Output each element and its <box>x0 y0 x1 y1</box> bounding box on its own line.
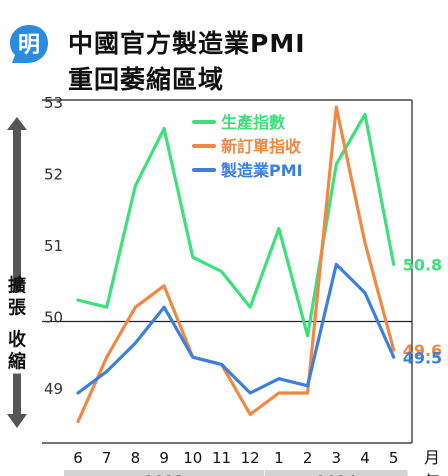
y-tick-label: 52 <box>44 166 63 184</box>
series-end-label: 50.8 <box>403 255 442 274</box>
x-tick-label: 8 <box>131 449 141 467</box>
expansion-label: 張 <box>8 298 27 319</box>
year-label: 2023 <box>144 472 185 476</box>
expansion-arrow-shaft <box>13 129 21 293</box>
x-unit-label: 月 <box>424 448 440 467</box>
series-end-label: 49.6 <box>403 341 442 360</box>
contraction-arrow-shaft <box>13 373 21 415</box>
year-unit-label: 年 <box>424 472 440 476</box>
brand-logo: 明 <box>10 25 48 63</box>
x-tick-label: 6 <box>73 449 83 467</box>
x-tick-label: 4 <box>360 449 370 467</box>
contraction-label: 收 <box>8 329 26 351</box>
legend-label: 生產指數 <box>221 113 285 132</box>
x-tick-label: 1 <box>274 449 284 467</box>
series-line <box>76 262 396 395</box>
series-line <box>76 112 396 338</box>
x-tick-label: 5 <box>389 449 399 467</box>
year-band <box>264 470 408 476</box>
series-end-label: 49.5 <box>403 348 442 367</box>
legend-label: 新訂單指收 <box>221 137 301 156</box>
x-tick-label: 9 <box>159 449 169 467</box>
page-title-line1: 中國官方製造業PMI <box>68 29 306 58</box>
x-tick-label: 3 <box>332 449 342 467</box>
x-tick-label: 7 <box>102 449 112 467</box>
y-tick-label: 49 <box>44 380 63 398</box>
y-tick-label: 50 <box>44 309 63 327</box>
x-tick-label: 11 <box>212 449 231 467</box>
contraction-arrowhead <box>7 414 27 428</box>
expansion-label: 擴 <box>8 275 26 297</box>
year-band <box>64 470 265 476</box>
contraction-label: 縮 <box>8 351 26 373</box>
x-tick-label: 10 <box>183 449 202 467</box>
y-tick-label: 53 <box>44 94 63 112</box>
legend-label: 製造業PMI <box>220 161 303 180</box>
expansion-arrowhead <box>7 117 27 130</box>
year-label: 2024 <box>316 472 357 476</box>
brand-logo-char: 明 <box>18 33 40 58</box>
y-tick-label: 51 <box>44 237 63 255</box>
series-line <box>76 105 396 424</box>
x-tick-label: 2 <box>303 449 313 467</box>
x-tick-label: 12 <box>241 449 260 467</box>
page-title-line2: 重回萎縮區域 <box>68 65 225 94</box>
